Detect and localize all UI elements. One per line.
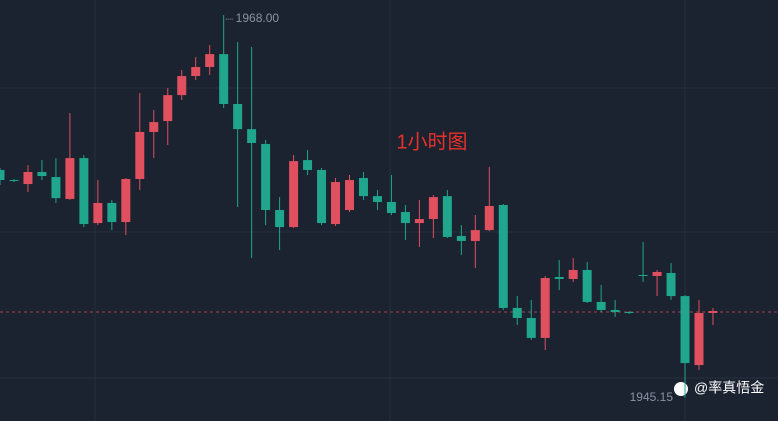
candle-body xyxy=(498,204,508,308)
watermark-text: @率真悟金 xyxy=(694,380,764,396)
candle-body xyxy=(79,158,89,225)
candle-body xyxy=(400,212,410,224)
candle-body xyxy=(247,129,257,144)
candle-body xyxy=(345,180,354,210)
candle-body xyxy=(177,76,187,96)
candle-body xyxy=(568,269,578,279)
candle-body xyxy=(317,169,327,224)
candle-body xyxy=(205,54,215,67)
candle-body xyxy=(261,144,271,210)
candle-body xyxy=(275,209,285,228)
candle-body xyxy=(582,269,592,302)
low-label: 1945.15 xyxy=(630,390,674,404)
candle-body xyxy=(93,202,103,224)
candle-body xyxy=(610,309,620,312)
candle-body xyxy=(149,122,159,132)
candle-body xyxy=(470,230,480,241)
candle-body xyxy=(219,54,229,104)
candle-body xyxy=(107,202,117,223)
candle-body xyxy=(372,196,382,202)
candle-body xyxy=(624,311,634,313)
candle-body xyxy=(0,169,5,181)
candle-body xyxy=(596,301,606,310)
candle-body xyxy=(708,310,718,313)
candle-body xyxy=(65,158,75,199)
candle-body xyxy=(37,171,47,177)
candle-body xyxy=(331,182,341,225)
watermark-icon xyxy=(674,382,688,396)
high-label: 1968.00 xyxy=(236,11,280,25)
candle-body xyxy=(135,131,145,180)
candle-body xyxy=(23,171,33,185)
candle-body xyxy=(303,160,313,170)
candle-body xyxy=(638,274,648,276)
candle-body xyxy=(442,196,452,237)
candle-body xyxy=(652,271,662,276)
chart-title: 1小时图 xyxy=(396,130,467,153)
candle-body xyxy=(484,205,494,231)
candle-body xyxy=(233,103,243,130)
candle-body xyxy=(414,219,424,224)
candle-body xyxy=(666,272,676,297)
candle-body xyxy=(694,312,704,366)
candle-body xyxy=(9,180,19,182)
candle-body xyxy=(540,277,550,338)
candle-body xyxy=(191,66,201,77)
candle-body xyxy=(456,235,466,241)
candle-body xyxy=(680,296,690,364)
candle-body xyxy=(51,177,61,199)
candle-body xyxy=(428,197,438,220)
candle-body xyxy=(358,178,368,197)
candle-body xyxy=(289,161,299,228)
candle-body xyxy=(386,201,396,214)
candle-body xyxy=(526,318,536,338)
candle-body xyxy=(121,179,131,223)
candle-body xyxy=(163,95,173,122)
watermark: @率真悟金 xyxy=(674,380,764,396)
candle-body xyxy=(512,307,522,319)
candle-body xyxy=(554,276,564,279)
